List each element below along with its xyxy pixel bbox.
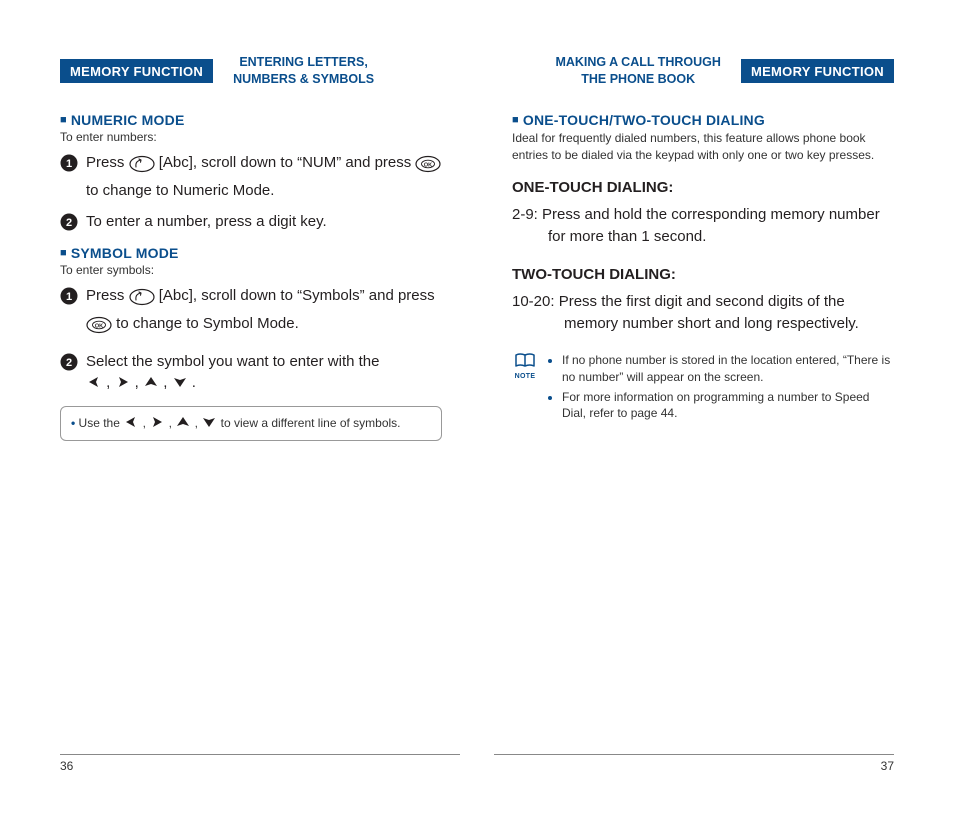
page-number-left: 36 <box>60 754 460 773</box>
right-page: MAKING A CALL THROUGH THE PHONE BOOK MEM… <box>512 54 894 734</box>
left-page: MEMORY FUNCTION ENTERING LETTERS, NUMBER… <box>60 54 442 734</box>
ok-key-icon <box>86 316 112 341</box>
bullet-2-icon <box>60 213 78 231</box>
arrow-up-icon <box>143 374 159 396</box>
arrow-down-icon <box>172 374 188 396</box>
one-touch-title: ONE-TOUCH DIALING: <box>512 179 894 196</box>
right-header: MAKING A CALL THROUGH THE PHONE BOOK MEM… <box>512 54 894 88</box>
two-touch-title: TWO-TOUCH DIALING: <box>512 266 894 283</box>
numeric-step-1: Press [Abc], scroll down to “NUM” and pr… <box>60 152 442 202</box>
bullet-1-icon <box>60 154 78 172</box>
right-subhead: MAKING A CALL THROUGH THE PHONE BOOK <box>555 54 721 88</box>
arrow-up-icon <box>175 415 191 432</box>
memory-function-tag: MEMORY FUNCTION <box>60 59 213 83</box>
touch-desc: Ideal for frequently dialed numbers, thi… <box>512 130 894 164</box>
ok-key-icon <box>415 155 441 180</box>
left-header: MEMORY FUNCTION ENTERING LETTERS, NUMBER… <box>60 54 442 88</box>
note-icon: NOTE <box>512 352 538 425</box>
arrow-left-icon <box>123 415 139 432</box>
symbol-step-2: Select the symbol you want to enter with… <box>60 351 442 397</box>
symbol-infobox: • Use the , , , to view a different line… <box>60 406 442 441</box>
softkey-icon <box>129 288 155 313</box>
one-touch-body: 2-9: Press and hold the corresponding me… <box>512 204 894 248</box>
numeric-mode-title: ■NUMERIC MODE <box>60 112 442 128</box>
note-item-1: If no phone number is stored in the loca… <box>562 352 894 384</box>
softkey-icon <box>129 155 155 180</box>
note-item-2: For more information on programming a nu… <box>562 389 894 421</box>
numeric-step-2: To enter a number, press a digit key. <box>60 211 442 233</box>
bullet-2-icon <box>60 353 78 371</box>
bullet-1-icon <box>60 287 78 305</box>
arrow-right-icon <box>149 415 165 432</box>
numeric-note: To enter numbers: <box>60 130 442 144</box>
left-subhead: ENTERING LETTERS, NUMBERS & SYMBOLS <box>233 54 374 88</box>
footer: 36 37 <box>0 754 954 773</box>
memory-function-tag: MEMORY FUNCTION <box>741 59 894 83</box>
note-box: NOTE If no phone number is stored in the… <box>512 352 894 425</box>
symbol-note: To enter symbols: <box>60 263 442 277</box>
two-touch-body: 10-20: Press the first digit and second … <box>512 291 894 335</box>
arrow-left-icon <box>86 374 102 396</box>
arrow-right-icon <box>115 374 131 396</box>
touch-dialing-title: ■ONE-TOUCH/TWO-TOUCH DIALING <box>512 112 894 128</box>
symbol-step-1: Press [Abc], scroll down to “Symbols” an… <box>60 285 442 341</box>
symbol-mode-title: ■SYMBOL MODE <box>60 245 442 261</box>
arrow-down-icon <box>201 415 217 432</box>
page-number-right: 37 <box>494 754 894 773</box>
